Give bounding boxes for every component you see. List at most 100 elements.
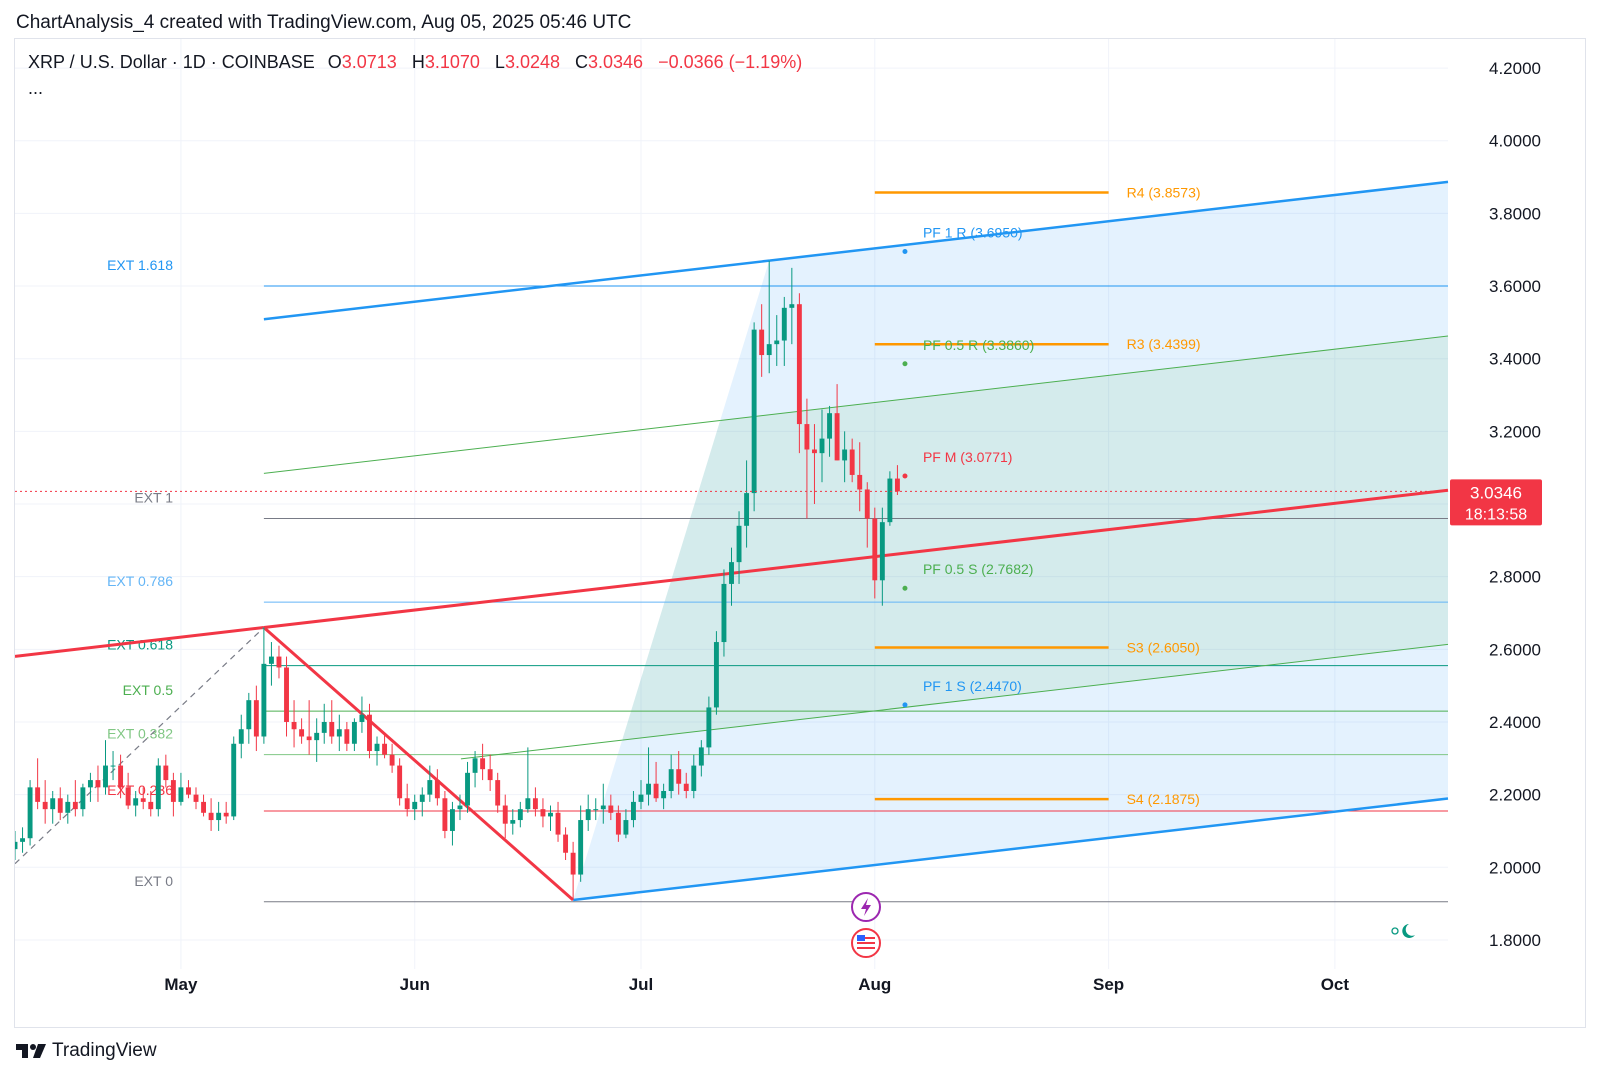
candle-body xyxy=(419,794,425,802)
low-value: 3.0248 xyxy=(504,52,560,72)
fib-level-label: EXT 0.382 xyxy=(107,726,173,742)
candle-body xyxy=(495,780,501,806)
candle-body xyxy=(253,700,259,737)
pitchfork-level-label: PF 1 S (2.4470) xyxy=(923,678,1022,694)
candle-body xyxy=(216,812,222,821)
price-tick-label: 2.8000 xyxy=(1489,568,1541,587)
candle-body xyxy=(118,765,124,788)
pitchfork-handle-line xyxy=(262,626,575,902)
pitchfork-median-ext xyxy=(14,626,265,658)
candle-body xyxy=(20,838,25,842)
candle-body xyxy=(329,721,335,737)
candle-body xyxy=(879,522,885,581)
candle-body xyxy=(683,783,689,791)
symbol-legend: XRP / U.S. Dollar · 1D · COINBASE O3.071… xyxy=(28,52,812,73)
candle-body xyxy=(525,798,531,810)
candle-body xyxy=(706,707,712,748)
candle-body xyxy=(563,834,569,853)
candle-body xyxy=(578,820,584,875)
pitchfork-level-label: PF 0.5 R (3.3860) xyxy=(923,337,1034,353)
candle-body xyxy=(42,801,48,810)
pitchfork-level-label: PF 1 R (3.6950) xyxy=(923,225,1023,241)
candle-body xyxy=(367,714,372,752)
candle-body xyxy=(857,474,863,490)
price-tick-label: 3.4000 xyxy=(1489,350,1541,369)
candle-body xyxy=(593,809,599,811)
candle-body xyxy=(344,729,350,744)
candle-body xyxy=(276,656,282,668)
candle-body xyxy=(894,478,900,492)
candle-body xyxy=(487,769,493,781)
price-tick-label: 2.6000 xyxy=(1489,640,1541,659)
candle-body xyxy=(231,743,237,817)
candle-body xyxy=(585,809,591,821)
candle-body xyxy=(412,801,418,810)
last-price-value: 3.0346 xyxy=(1470,483,1522,502)
event-markers xyxy=(851,892,881,958)
candle-body xyxy=(676,769,682,784)
candle-body xyxy=(148,801,154,810)
candle-body xyxy=(125,787,131,806)
candle-body xyxy=(789,304,795,308)
candle-body xyxy=(351,721,357,744)
pitchfork-half-r-back xyxy=(263,419,721,474)
candle-body xyxy=(834,413,840,461)
candle-body xyxy=(827,413,832,439)
candle-body xyxy=(238,729,244,744)
candle-body xyxy=(95,780,101,788)
candle-body xyxy=(284,667,289,722)
candle-body xyxy=(842,449,848,461)
pitchfork-half-s-line xyxy=(622,643,1449,741)
candle-body xyxy=(510,820,516,824)
candle-body xyxy=(397,765,403,799)
candle-body xyxy=(223,812,229,817)
tradingview-brand: TradingView xyxy=(52,1040,157,1061)
candle-body xyxy=(306,736,312,741)
price-axis: 4.20004.00003.80003.60003.40003.20003.00… xyxy=(1450,59,1542,950)
candle-body xyxy=(502,805,508,824)
candle-body xyxy=(532,798,538,810)
trend-dashed-line xyxy=(14,627,265,865)
tradingview-logo[interactable]: TradingView xyxy=(16,1040,157,1062)
event-us-flag-icon[interactable] xyxy=(851,928,881,958)
price-tick-label: 3.8000 xyxy=(1489,204,1541,223)
fib-level-label: EXT 0.236 xyxy=(107,782,173,798)
candle-body xyxy=(110,765,116,767)
price-tick-label: 2.2000 xyxy=(1489,786,1541,805)
candle-body xyxy=(291,721,297,730)
candle-body xyxy=(261,663,267,737)
candle-body xyxy=(804,424,810,450)
time-tick-label: May xyxy=(164,975,198,994)
candle-body xyxy=(12,841,18,850)
candle-body xyxy=(653,783,659,799)
pitchfork-support-line xyxy=(572,797,1449,902)
candle-body xyxy=(713,642,719,708)
theme-toggle-icon[interactable] xyxy=(1391,924,1415,938)
candle-body xyxy=(465,772,470,806)
candle-body xyxy=(540,809,546,817)
candle-body xyxy=(427,780,433,795)
close-value: 3.0346 xyxy=(588,52,644,72)
event-lightning-icon[interactable] xyxy=(851,892,881,922)
candle-body xyxy=(336,729,342,737)
candle-body xyxy=(796,304,802,425)
level-labels: PF 1 R (3.6950) PF 0.5 R (3.3860) PF M (3.… xyxy=(15,225,1448,708)
fib-level-label: EXT 0.786 xyxy=(107,573,173,589)
candle-body xyxy=(812,449,817,454)
candle-body xyxy=(193,794,199,802)
candle-body xyxy=(65,801,71,813)
high-value: 3.1070 xyxy=(424,52,480,72)
symbol-name[interactable]: XRP / U.S. Dollar · 1D · COINBASE xyxy=(28,52,315,72)
candle-body xyxy=(600,805,606,810)
candle-body xyxy=(736,525,742,563)
pitchfork-half-r-line xyxy=(720,335,1449,421)
legend-more-button[interactable]: ... xyxy=(28,78,44,98)
candle-body xyxy=(570,852,576,875)
candle-body xyxy=(57,798,63,813)
chart-frame: EXT 1.618 EXT 1 EXT 0.786 EXT 0.618 EXT 0.5 E… xyxy=(12,38,1587,1029)
candle-body xyxy=(887,478,893,523)
tradingview-logo-icon xyxy=(16,1044,46,1058)
candle-body xyxy=(268,656,274,664)
candle-body xyxy=(80,787,86,810)
